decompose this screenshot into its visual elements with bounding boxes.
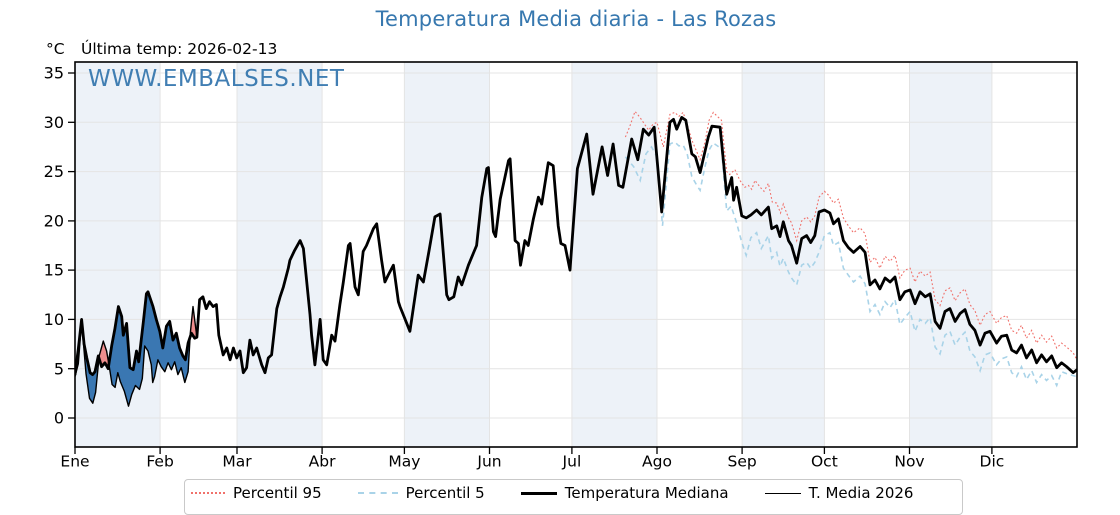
legend: Percentil 95 Percentil 5 Temperatura Media… bbox=[184, 479, 963, 515]
x-tick-label: May bbox=[388, 452, 420, 470]
x-tick-label: Mar bbox=[222, 452, 252, 470]
y-tick-label: 20 bbox=[44, 212, 64, 231]
y-tick-label: 5 bbox=[54, 359, 64, 378]
y-tick-label: 35 bbox=[44, 64, 64, 83]
legend-item-percentil-95: Percentil 95 bbox=[191, 484, 322, 502]
legend-swatch bbox=[357, 492, 398, 494]
percentil-95-line bbox=[624, 110, 1077, 361]
y-tick-label: 30 bbox=[44, 113, 64, 132]
legend-item-label: Percentil 95 bbox=[233, 484, 322, 502]
mediana-line bbox=[75, 116, 1077, 376]
plot-border bbox=[74, 61, 1078, 448]
y-tick-label: 0 bbox=[54, 409, 64, 428]
x-tick-label: Jul bbox=[562, 452, 582, 470]
y-tick-label: 10 bbox=[44, 310, 64, 329]
y-tick-label: 25 bbox=[44, 162, 64, 181]
month-band bbox=[404, 62, 490, 447]
month-band bbox=[909, 62, 992, 447]
month-band bbox=[742, 62, 825, 447]
month-band bbox=[571, 62, 657, 447]
x-tick-label: Jun bbox=[476, 452, 501, 470]
last-temp-label: Última temp: 2026-02-13 bbox=[81, 40, 278, 58]
temperature-chart-svg: 0 5 10 15 20 25 30 35 Ene Feb Mar Abr May Jun Jul Ago Se… bbox=[44, 61, 1078, 470]
legend-swatch bbox=[520, 491, 557, 495]
legend-item-label: Temperatura Mediana bbox=[564, 484, 729, 502]
y-axis-unit-label: °C bbox=[46, 40, 65, 58]
watermark: WWW.EMBALSES.NET bbox=[88, 66, 345, 92]
t-media-2026-line bbox=[75, 305, 198, 407]
legend-item-label: Percentil 5 bbox=[405, 484, 485, 502]
x-tick-label: Ene bbox=[60, 452, 89, 470]
legend-swatch bbox=[191, 492, 225, 494]
x-tick-label: Oct bbox=[811, 452, 838, 470]
month-band bbox=[237, 62, 323, 447]
x-tick-label: Dic bbox=[980, 452, 1005, 470]
legend-item-label: T. Media 2026 bbox=[808, 484, 914, 502]
percentil-5-line bbox=[624, 141, 1077, 388]
x-tick-label: Abr bbox=[309, 452, 336, 470]
x-tick-label: Sep bbox=[727, 452, 756, 470]
figure: Temperatura Media diaria - Las Rozas °C … bbox=[44, 7, 1078, 515]
x-tick-label: Ago bbox=[642, 452, 672, 470]
legend-item-percentil-5: Percentil 5 bbox=[357, 484, 485, 502]
x-tick-label: Nov bbox=[894, 452, 924, 470]
legend-item-temperatura-mediana: Temperatura Mediana bbox=[520, 484, 729, 502]
fill-colder-than-median bbox=[75, 291, 197, 406]
fill-warmer-than-median bbox=[75, 291, 197, 375]
y-tick-label: 15 bbox=[44, 261, 64, 280]
legend-swatch bbox=[764, 492, 801, 494]
legend-item-t-media-2026: T. Media 2026 bbox=[764, 484, 914, 502]
chart-title: Temperatura Media diaria - Las Rozas bbox=[375, 7, 777, 31]
plot-series bbox=[75, 110, 1077, 407]
x-tick-label: Feb bbox=[146, 452, 173, 470]
